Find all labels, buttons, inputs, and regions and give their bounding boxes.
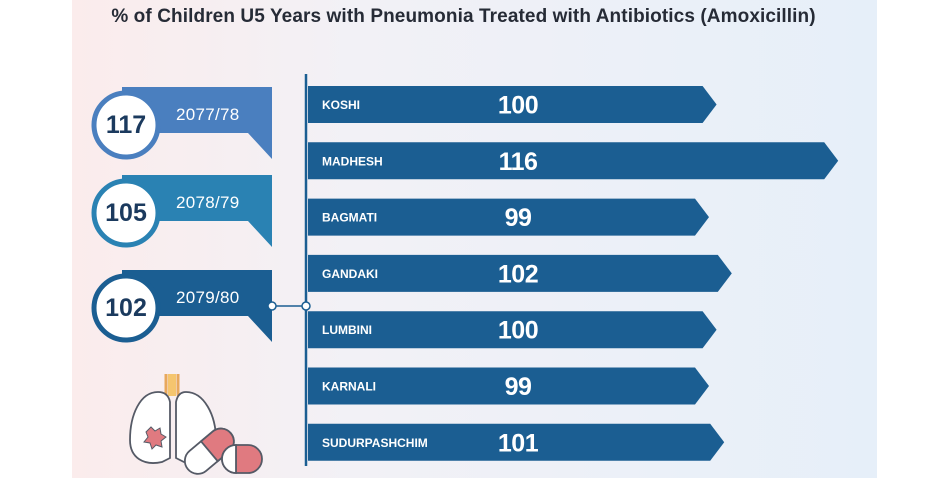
bar-value-label: 101 <box>498 429 539 457</box>
bar-value-label: 99 <box>505 373 532 401</box>
year-value: 105 <box>105 198 147 227</box>
bar-karnali: KARNALI 99 <box>308 367 709 405</box>
year-circle <box>91 178 161 248</box>
bar-shape <box>308 142 839 180</box>
bar-category-label: KOSHI <box>322 98 360 112</box>
year-card-2079-80: 102 2079/80 <box>90 270 280 350</box>
year-circle <box>91 90 161 160</box>
connector-dot-right <box>301 301 311 311</box>
year-ribbon <box>122 175 272 247</box>
bar-category-label: KARNALI <box>322 380 376 394</box>
bar-category-label: LUMBINI <box>322 323 372 337</box>
bar-value-label: 116 <box>499 148 538 176</box>
bar-lumbini: LUMBINI 100 <box>308 311 717 349</box>
year-card-shape <box>91 175 272 248</box>
bar-shape <box>308 367 709 405</box>
bar-value-label: 100 <box>498 317 538 345</box>
year-label: 2078/79 <box>176 193 240 212</box>
bar-category-label: MADHESH <box>322 154 383 168</box>
bar-koshi: KOSHI 100 <box>308 86 717 123</box>
year-ribbon <box>122 87 272 159</box>
bar-shape <box>308 86 717 123</box>
bar-sudurpashchim: SUDURPASHCHIM 101 <box>308 423 725 461</box>
bar-category-label: BAGMATI <box>322 211 377 225</box>
year-card-shape <box>91 87 272 160</box>
year-ribbon <box>122 270 272 342</box>
bar-value-label: 99 <box>505 204 532 232</box>
year-card-2077-78: 117 2077/78 <box>90 87 280 167</box>
bar-shape <box>308 254 732 292</box>
year-card-2078-79: 105 2078/79 <box>90 175 280 255</box>
year-label: 2079/80 <box>176 288 240 307</box>
bar-category-label: GANDAKI <box>322 267 378 281</box>
year-label: 2077/78 <box>176 105 240 124</box>
bar-shape <box>308 423 725 461</box>
lungs-pill-icon <box>129 374 263 475</box>
connector-dot-left <box>267 301 277 311</box>
year-value: 117 <box>105 110 147 139</box>
year-card-shape <box>91 270 272 343</box>
bar-category-label: SUDURPASHCHIM <box>322 436 428 450</box>
bar-madhesh: MADHESH 116 <box>308 142 839 180</box>
bar-shape <box>308 311 717 349</box>
bar-shape <box>308 198 709 236</box>
bar-bagmati: BAGMATI 99 <box>308 198 709 236</box>
year-circle <box>91 273 161 343</box>
year-value: 102 <box>105 293 147 322</box>
bar-value-label: 100 <box>498 92 538 120</box>
chart-title: % of Children U5 Years with Pneumonia Tr… <box>111 6 816 27</box>
bar-value-label: 102 <box>498 260 538 288</box>
bar-gandaki: GANDAKI 102 <box>308 254 732 292</box>
